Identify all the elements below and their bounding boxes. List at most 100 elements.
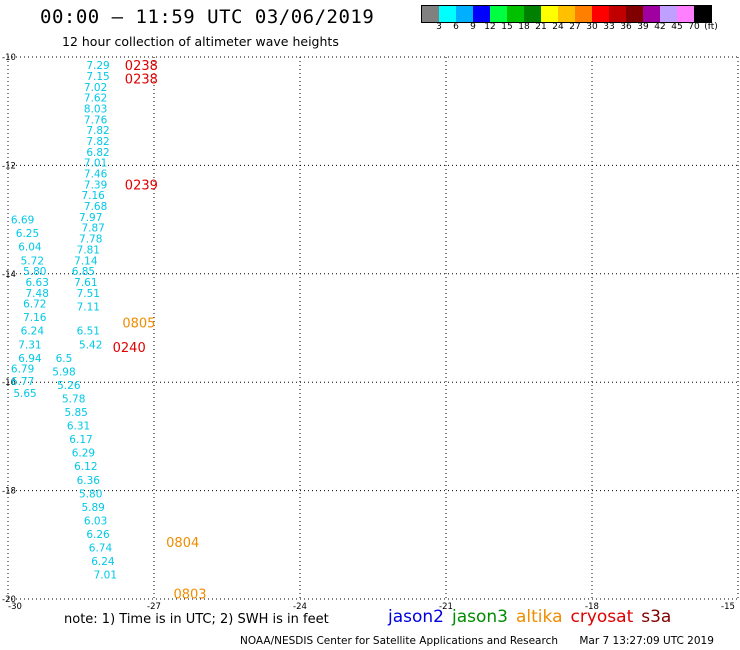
wave-height-value: 7.61: [74, 277, 97, 289]
color-scale-label: 6: [453, 22, 459, 32]
wave-height-value: 6.29: [72, 448, 95, 460]
wave-height-value: 7.31: [18, 339, 41, 351]
pass-time-label: 0805: [122, 317, 155, 332]
legend-entry-jason2: jason2: [388, 607, 444, 627]
y-tick-label: -20: [2, 595, 16, 605]
wave-height-value: 5.80: [79, 488, 102, 500]
wave-height-value: 7.29: [86, 60, 109, 72]
wave-height-value: 7.78: [79, 234, 102, 246]
color-scale-swatch: [677, 6, 694, 22]
color-scale-label: 30: [586, 22, 598, 32]
wave-height-value: 6.85: [72, 266, 95, 278]
y-tick-label: -12: [2, 161, 16, 171]
y-tick-label: -14: [2, 270, 16, 280]
x-tick-label: -24: [293, 602, 307, 612]
color-scale-swatch: [609, 6, 626, 22]
wave-height-value: 6.12: [74, 461, 97, 473]
color-scale-label: 42: [654, 22, 666, 32]
wave-height-value: 6.04: [18, 242, 42, 254]
wave-height-value: 7.01: [84, 158, 107, 170]
wave-height-value: 5.85: [64, 407, 87, 419]
wave-height-value: 7.87: [81, 223, 104, 235]
color-scale-swatch: [422, 6, 439, 22]
color-scale-swatch: [541, 6, 558, 22]
color-scale-swatch: [592, 6, 609, 22]
credit-footer: NOAA/NESDIS Center for Satellite Applica…: [240, 635, 714, 647]
color-scale-swatch: [456, 6, 473, 22]
data-points: 7.297.157.027.628.037.767.827.826.827.01…: [11, 60, 117, 581]
wave-height-value: 7.39: [84, 179, 107, 191]
color-scale-swatch: [694, 6, 711, 22]
wave-height-value: 6.82: [86, 147, 109, 159]
wave-height-value: 6.25: [16, 228, 39, 240]
color-scale-swatch: [626, 6, 643, 22]
x-tick-label: -27: [147, 602, 161, 612]
wave-height-value: 7.14: [74, 255, 98, 267]
wave-height-value: 7.11: [77, 301, 100, 313]
x-tick-label: -30: [8, 602, 22, 612]
wave-height-value: 6.31: [67, 421, 90, 433]
wave-height-value: 7.16: [81, 190, 105, 202]
color-scale-label: 33: [603, 22, 615, 32]
wave-height-value: 7.46: [84, 169, 108, 181]
pass-time-label: 0238: [125, 59, 158, 74]
legend-entry-jason3: jason3: [452, 607, 508, 627]
wave-height-value: 6.77: [11, 376, 34, 388]
wave-height-value: 5.98: [52, 366, 75, 378]
wave-height-value: 7.01: [94, 570, 117, 582]
color-scale-label: 9: [470, 22, 476, 32]
color-scale-label: 18: [518, 22, 530, 32]
wave-height-value: 6.03: [84, 515, 107, 527]
wave-height-value: 7.16: [23, 312, 47, 324]
x-tick-label: -15: [721, 602, 735, 612]
wave-height-value: 6.17: [69, 434, 92, 446]
color-scale-bar: [421, 5, 712, 23]
color-scale-label: 36: [620, 22, 632, 32]
color-scale-swatch: [507, 6, 524, 22]
wave-height-value: 6.69: [11, 215, 34, 227]
pass-time-label: 0238: [125, 73, 158, 88]
wave-height-value: 6.79: [11, 364, 34, 376]
wave-height-value: 7.15: [86, 71, 109, 83]
color-scale-swatch: [473, 6, 490, 22]
y-tick-label: -16: [2, 378, 16, 388]
wave-height-value: 8.03: [84, 103, 107, 115]
color-scale-label: 45: [671, 22, 683, 32]
wave-height-value: 6.5: [56, 353, 73, 365]
wave-height-value: 7.68: [84, 201, 107, 213]
color-scale-label: 39: [637, 22, 649, 32]
wave-height-value: 5.42: [79, 339, 102, 351]
wave-height-value: 6.94: [18, 353, 42, 365]
color-scale-swatch: [439, 6, 456, 22]
wave-height-value: 6.74: [89, 543, 113, 555]
wave-height-value: 7.48: [26, 288, 49, 300]
legend-entry-cryosat: cryosat: [570, 607, 634, 627]
wave-height-value: 6.51: [77, 326, 100, 338]
legend-entry-s3a: s3a: [641, 607, 672, 627]
wave-height-value: 6.63: [26, 277, 49, 289]
footnote: note: 1) Time is in UTC; 2) SWH is in fe…: [64, 612, 329, 627]
pass-time-label: 0804: [166, 536, 199, 551]
color-scale-label: 3: [436, 22, 442, 32]
color-scale-label: 12: [484, 22, 496, 32]
grid-lines: [7, 56, 739, 600]
wave-height-value: 6.36: [77, 475, 101, 487]
color-scale-swatch: [524, 6, 541, 22]
y-tick-label: -18: [2, 487, 16, 497]
wave-height-value: 7.51: [77, 288, 100, 300]
wave-height-value: 6.26: [86, 529, 110, 541]
wave-height-value: 6.24: [91, 556, 115, 568]
wave-height-value: 5.72: [21, 255, 44, 267]
color-scale-label: 15: [501, 22, 513, 32]
chart-subtitle: 12 hour collection of altimeter wave hei…: [62, 34, 339, 49]
wave-height-value: 6.24: [21, 326, 45, 338]
y-tick-label: -10: [2, 53, 16, 63]
color-scale-swatch: [490, 6, 507, 22]
color-scale-label: 21: [535, 22, 547, 32]
source-credit: NOAA/NESDIS Center for Satellite Applica…: [240, 635, 558, 647]
wave-height-value: 7.82: [86, 136, 109, 148]
x-tick-label: -18: [585, 602, 599, 612]
color-scale-swatch: [575, 6, 592, 22]
